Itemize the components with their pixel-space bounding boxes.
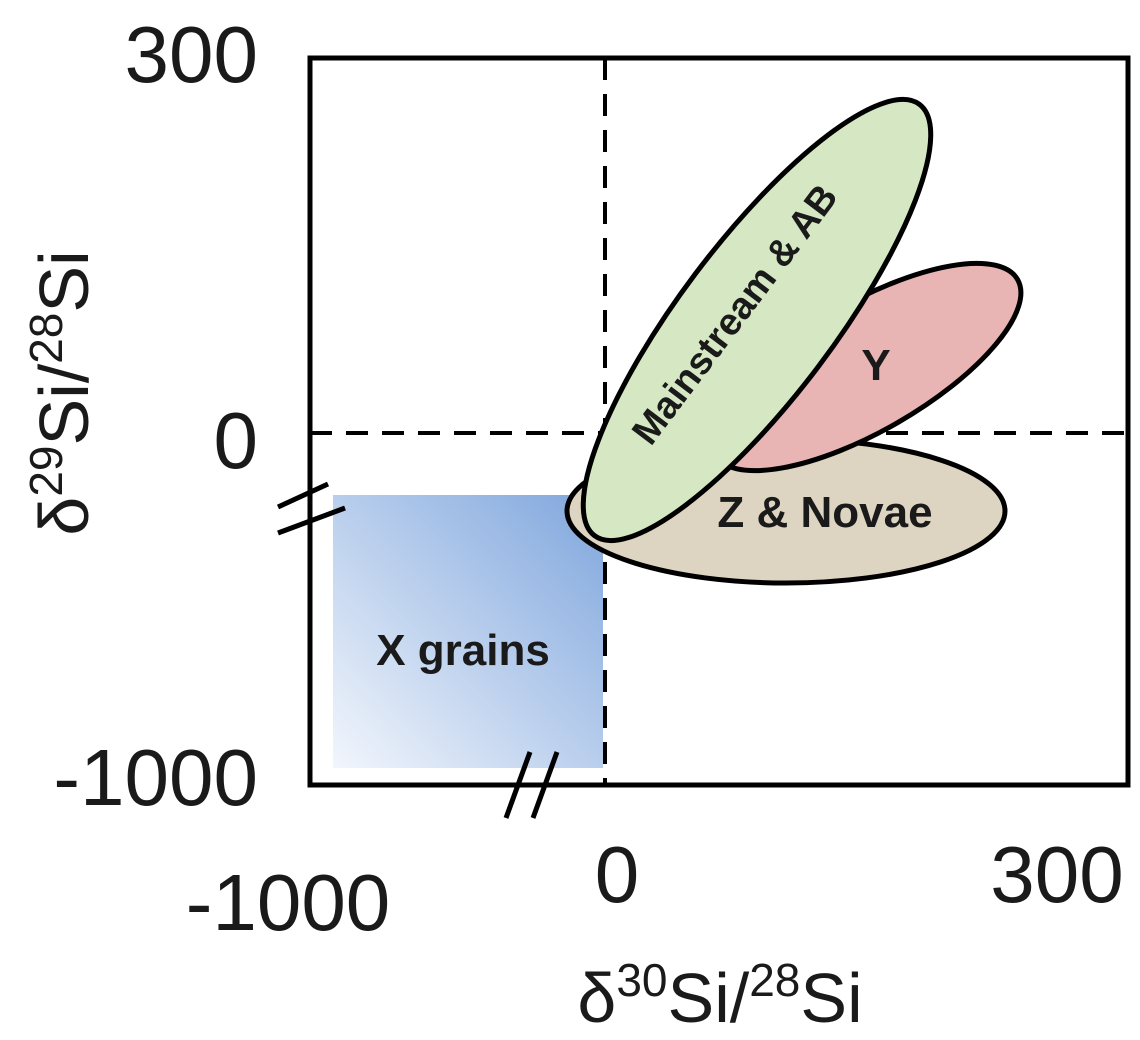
y-tick-0: 0	[214, 396, 259, 485]
y-tick-300: 300	[125, 10, 258, 99]
x-tick-0: 0	[595, 830, 640, 919]
label-y: Y	[861, 341, 890, 390]
x-tick-300: 300	[990, 830, 1123, 919]
y-axis-title: δ29Si/28Si	[20, 250, 103, 535]
y-tick-minus-1000: -1000	[53, 733, 258, 822]
label-x-grains: X grains	[376, 626, 550, 675]
x-tick-minus-1000: -1000	[186, 858, 391, 947]
x-axis-title: δ30Si/28Si	[577, 954, 862, 1037]
label-z-novae: Z & Novae	[717, 488, 932, 537]
